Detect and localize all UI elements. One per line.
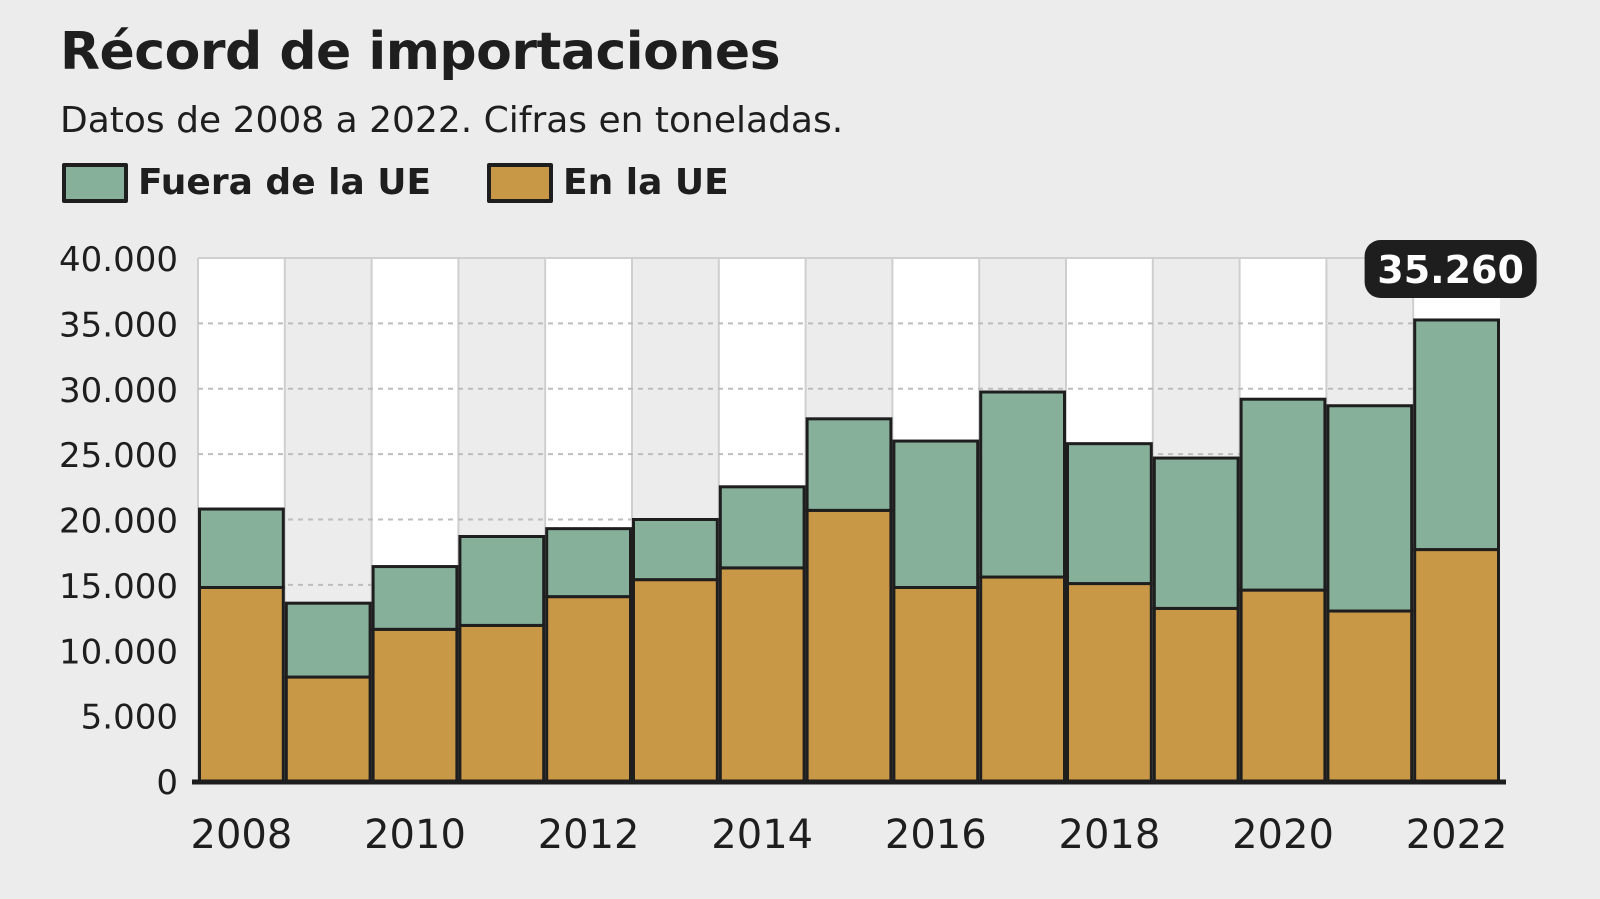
bar-en-la-ue-2009 [284,675,372,783]
bar-fuera-de-la-ue-2015 [805,417,893,512]
legend-label-ue: En la UE [563,162,729,203]
bar-en-la-ue-2017 [979,575,1067,783]
bar-fuera-de-la-ue-2022 [1413,318,1500,552]
bar-en-la-ue-2010 [371,627,459,783]
y-tick-label: 20.000 [59,502,178,542]
x-tick-label: 2010 [364,812,466,858]
y-tick-label: 40.000 [59,240,178,280]
bar-fuera-de-la-ue-2017 [979,390,1067,579]
y-tick-label: 25.000 [59,436,178,476]
chart-subtitle: Datos de 2008 a 2022. Cifras en tonelada… [60,100,844,141]
annotation-label: 35.260 [1377,248,1524,292]
bar-en-la-ue-2008 [198,585,285,783]
bar-en-la-ue-2020 [1239,588,1327,783]
bar-en-la-ue-2011 [458,623,546,783]
x-tick-label: 2022 [1406,812,1508,858]
y-tick-label: 0 [156,763,178,803]
legend-label-fuera: Fuera de la UE [138,162,432,203]
x-tick-label: 2018 [1059,812,1161,858]
x-tick-label: 2020 [1232,812,1334,858]
y-tick-label: 10.000 [59,632,178,672]
bar-en-la-ue-2019 [1152,606,1240,783]
bar-fuera-de-la-ue-2018 [1066,442,1153,586]
bar-en-la-ue-2018 [1066,582,1153,783]
bar-fuera-de-la-ue-2008 [198,507,285,589]
y-tick-label: 30.000 [59,371,178,411]
x-tick-label: 2012 [538,812,640,858]
bar-fuera-de-la-ue-2010 [371,565,459,631]
bar-fuera-de-la-ue-2021 [1326,404,1414,613]
x-tick-label: 2014 [711,812,813,858]
bar-fuera-de-la-ue-2013 [632,518,719,582]
chart-title: Récord de importaciones [60,22,781,82]
legend-item-ue: En la UE [487,162,729,203]
x-tick-label: 2008 [191,812,293,858]
bar-en-la-ue-2022 [1413,548,1500,783]
y-tick-label: 35.000 [59,305,178,345]
bar-en-la-ue-2016 [892,585,980,783]
bar-en-la-ue-2013 [632,578,719,783]
bar-fuera-de-la-ue-2020 [1239,397,1327,592]
bar-en-la-ue-2015 [805,508,893,783]
bar-fuera-de-la-ue-2011 [458,534,546,627]
legend-swatch-ue [487,162,553,203]
bar-fuera-de-la-ue-2019 [1152,456,1240,610]
legend-swatch-fuera [62,162,128,203]
annotation-badge [1364,240,1537,298]
bar-en-la-ue-2021 [1326,609,1414,783]
bar-en-la-ue-2012 [545,595,633,783]
x-tick-label: 2016 [885,812,987,858]
bar-fuera-de-la-ue-2014 [718,485,806,570]
bar-fuera-de-la-ue-2009 [284,601,372,679]
legend-item-fuera: Fuera de la UE [62,162,431,203]
bar-fuera-de-la-ue-2016 [892,439,980,589]
y-tick-label: 15.000 [59,567,178,607]
bar-fuera-de-la-ue-2012 [545,527,633,599]
bar-en-la-ue-2014 [718,566,806,783]
y-tick-label: 5.000 [81,698,178,738]
